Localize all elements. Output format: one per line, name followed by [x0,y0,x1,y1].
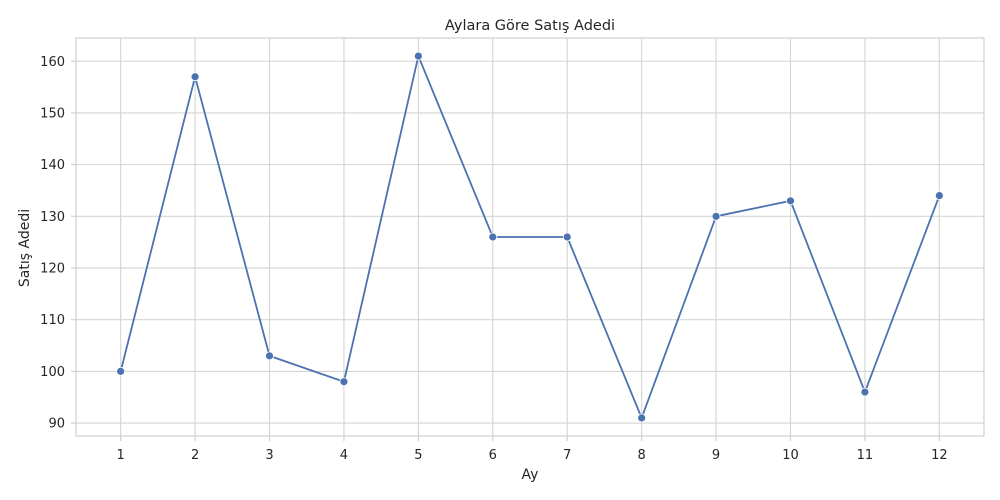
x-axis-title: Ay [522,467,539,483]
series-line [119,53,941,421]
data-point [562,232,572,242]
x-tick-label: 5 [414,448,422,463]
chart-title: Aylara Göre Satış Adedi [445,18,615,34]
y-tick-label: 120 [40,262,65,277]
data-point [860,387,870,397]
data-point [265,351,274,361]
data-point [413,51,423,61]
x-tick-label: 9 [712,448,720,463]
data-point [116,366,126,376]
data-point [786,196,795,206]
y-tick-label: 130 [40,210,65,225]
y-tick-label: 140 [40,158,65,173]
y-axis-title: Satış Adedi [17,209,33,287]
data-point [488,232,498,242]
plot-frame [75,37,985,437]
data-point [190,72,200,82]
grid [76,38,984,436]
y-tick-label: 150 [40,106,65,121]
y-tick-label: 160 [40,55,65,70]
x-tick-label: 12 [931,448,948,463]
x-tick-label: 7 [563,448,571,463]
x-tick-label: 11 [857,448,874,463]
data-point [637,413,647,423]
x-tick-label: 4 [340,448,348,463]
data-point [711,211,721,221]
y-axis-ticks: 90 100 110 120 130 140 150 160 [40,55,76,432]
x-tick-label: 2 [191,448,199,463]
x-tick-label: 6 [489,448,497,463]
x-tick-label: 10 [782,448,799,463]
y-tick-label: 90 [48,417,65,432]
x-tick-label: 3 [265,448,273,463]
x-tick-label: 8 [637,448,645,463]
y-tick-label: 100 [40,365,65,380]
x-axis-ticks: 1 2 3 4 5 6 7 8 9 10 11 12 [117,436,948,463]
data-points [116,51,944,423]
y-tick-label: 110 [40,313,65,328]
x-tick-label: 1 [117,448,125,463]
data-point [934,191,944,201]
data-point [339,377,349,387]
